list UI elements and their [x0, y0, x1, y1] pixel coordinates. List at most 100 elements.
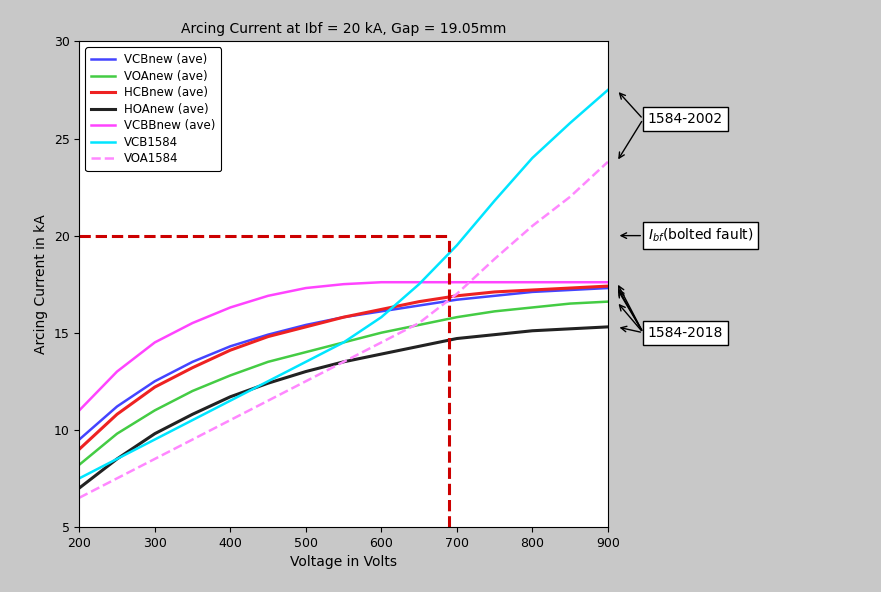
HOAnew (ave): [263, 379, 273, 387]
VOAnew (ave): [414, 321, 425, 329]
HOAnew (ave): [414, 343, 425, 350]
VOA1584: [338, 358, 349, 365]
VCBnew (ave): [74, 436, 85, 443]
VCBnew (ave): [150, 378, 160, 385]
VCBnew (ave): [527, 288, 537, 295]
HCBnew (ave): [376, 306, 387, 313]
VOA1584: [489, 255, 500, 262]
VCB1584: [263, 378, 273, 385]
VCBnew (ave): [452, 296, 463, 303]
HOAnew (ave): [338, 358, 349, 365]
VCBBnew (ave): [338, 281, 349, 288]
VCBBnew (ave): [225, 304, 235, 311]
VOA1584: [603, 158, 613, 165]
VCBBnew (ave): [452, 279, 463, 286]
VOA1584: [527, 223, 537, 230]
VCBBnew (ave): [263, 292, 273, 300]
Line: VCB1584: VCB1584: [79, 90, 608, 478]
HCBnew (ave): [188, 364, 198, 371]
VCB1584: [338, 339, 349, 346]
VOAnew (ave): [338, 339, 349, 346]
HCBnew (ave): [225, 347, 235, 354]
VOAnew (ave): [263, 358, 273, 365]
Line: VOA1584: VOA1584: [79, 162, 608, 498]
HCBnew (ave): [263, 333, 273, 340]
Text: $I_{bf}$(bolted fault): $I_{bf}$(bolted fault): [648, 227, 753, 244]
HCBnew (ave): [338, 314, 349, 321]
Y-axis label: Arcing Current in kA: Arcing Current in kA: [34, 214, 48, 354]
VCBnew (ave): [489, 292, 500, 300]
VOAnew (ave): [603, 298, 613, 305]
Text: 1584-2002: 1584-2002: [648, 112, 722, 126]
HOAnew (ave): [150, 430, 160, 437]
VOA1584: [225, 417, 235, 424]
VCBnew (ave): [414, 302, 425, 309]
HCBnew (ave): [489, 288, 500, 295]
HCBnew (ave): [527, 287, 537, 294]
VCB1584: [188, 417, 198, 424]
VOA1584: [376, 339, 387, 346]
HOAnew (ave): [188, 411, 198, 418]
VCBnew (ave): [338, 314, 349, 321]
VCBBnew (ave): [300, 285, 311, 292]
Line: HOAnew (ave): HOAnew (ave): [79, 327, 608, 488]
VOAnew (ave): [150, 407, 160, 414]
VCBnew (ave): [603, 285, 613, 292]
VOA1584: [74, 494, 85, 501]
VCBBnew (ave): [489, 279, 500, 286]
VCBnew (ave): [263, 331, 273, 338]
HOAnew (ave): [527, 327, 537, 334]
HCBnew (ave): [603, 282, 613, 289]
VOA1584: [263, 397, 273, 404]
VCBBnew (ave): [74, 407, 85, 414]
Line: VCBBnew (ave): VCBBnew (ave): [79, 282, 608, 410]
VOAnew (ave): [225, 372, 235, 379]
HOAnew (ave): [225, 393, 235, 400]
VOA1584: [150, 455, 160, 462]
VCBBnew (ave): [150, 339, 160, 346]
VCB1584: [112, 455, 122, 462]
HOAnew (ave): [376, 350, 387, 358]
VOA1584: [112, 475, 122, 482]
VCB1584: [527, 155, 537, 162]
VOAnew (ave): [74, 461, 85, 468]
HCBnew (ave): [414, 298, 425, 305]
VOAnew (ave): [188, 387, 198, 394]
HCBnew (ave): [452, 292, 463, 300]
VCBBnew (ave): [527, 279, 537, 286]
VCBnew (ave): [376, 308, 387, 315]
VCB1584: [565, 120, 575, 127]
VCBBnew (ave): [188, 320, 198, 327]
VCBBnew (ave): [565, 279, 575, 286]
Title: Arcing Current at Ibf = 20 kA, Gap = 19.05mm: Arcing Current at Ibf = 20 kA, Gap = 19.…: [181, 22, 507, 36]
VCB1584: [376, 314, 387, 321]
VCBnew (ave): [112, 403, 122, 410]
HCBnew (ave): [150, 384, 160, 391]
VCB1584: [414, 281, 425, 288]
VOA1584: [188, 436, 198, 443]
HOAnew (ave): [565, 325, 575, 332]
VCBBnew (ave): [414, 279, 425, 286]
VCBnew (ave): [188, 358, 198, 365]
VCB1584: [603, 86, 613, 94]
Line: HCBnew (ave): HCBnew (ave): [79, 286, 608, 449]
VOAnew (ave): [452, 314, 463, 321]
VOAnew (ave): [376, 329, 387, 336]
VCBnew (ave): [225, 343, 235, 350]
HCBnew (ave): [74, 446, 85, 453]
VOAnew (ave): [300, 349, 311, 356]
HCBnew (ave): [565, 285, 575, 292]
VCB1584: [489, 197, 500, 204]
HCBnew (ave): [300, 323, 311, 330]
VOA1584: [414, 320, 425, 327]
Legend: VCBnew (ave), VOAnew (ave), HCBnew (ave), HOAnew (ave), VCBBnew (ave), VCB1584, : VCBnew (ave), VOAnew (ave), HCBnew (ave)…: [85, 47, 221, 172]
VCBBnew (ave): [376, 279, 387, 286]
HOAnew (ave): [112, 455, 122, 462]
VCBBnew (ave): [603, 279, 613, 286]
HOAnew (ave): [489, 331, 500, 338]
Line: VCBnew (ave): VCBnew (ave): [79, 288, 608, 439]
VOAnew (ave): [527, 304, 537, 311]
VOA1584: [452, 290, 463, 297]
VCB1584: [225, 397, 235, 404]
VCB1584: [452, 242, 463, 249]
